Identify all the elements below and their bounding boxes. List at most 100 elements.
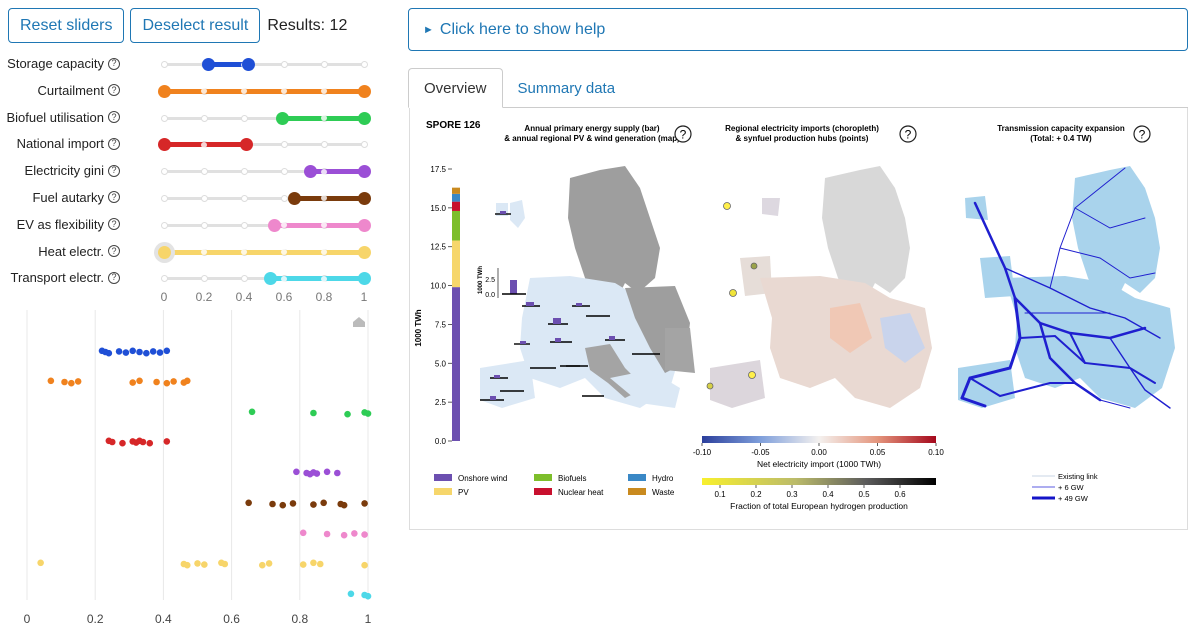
result-point[interactable] xyxy=(122,349,130,356)
panel1-help-icon[interactable]: ? xyxy=(674,125,692,143)
slider-max-handle[interactable] xyxy=(357,111,371,125)
result-point[interactable] xyxy=(299,529,307,537)
help-toggle[interactable]: ► Click here to show help xyxy=(408,8,1188,51)
result-point[interactable] xyxy=(320,499,327,507)
question-icon[interactable]: ? xyxy=(108,57,120,70)
result-point[interactable] xyxy=(293,468,300,476)
result-point[interactable] xyxy=(129,347,137,355)
slider-track[interactable] xyxy=(160,58,368,71)
question-icon[interactable]: ? xyxy=(108,164,120,177)
panel3-help-icon[interactable]: ? xyxy=(1133,125,1151,143)
result-point[interactable] xyxy=(299,561,307,568)
result-point[interactable] xyxy=(163,438,171,445)
result-point[interactable] xyxy=(221,560,229,568)
result-point[interactable] xyxy=(313,470,321,477)
panel2-help-icon[interactable]: ? xyxy=(899,125,917,143)
result-point[interactable] xyxy=(47,377,55,385)
result-point[interactable] xyxy=(183,377,191,385)
slider-track[interactable] xyxy=(157,245,371,259)
result-point[interactable] xyxy=(146,439,154,447)
result-point[interactable] xyxy=(344,410,351,418)
slider-min-handle[interactable] xyxy=(157,245,171,259)
result-point[interactable] xyxy=(129,379,137,386)
slider-track[interactable] xyxy=(160,272,371,286)
result-point[interactable] xyxy=(269,500,276,508)
result-point[interactable] xyxy=(74,378,82,385)
question-icon[interactable]: ? xyxy=(108,84,120,97)
result-point[interactable] xyxy=(323,468,331,476)
result-point[interactable] xyxy=(37,559,44,567)
slider-max-handle[interactable] xyxy=(357,218,371,232)
slider-min-handle[interactable] xyxy=(157,138,171,152)
result-point[interactable] xyxy=(201,561,208,568)
result-point[interactable] xyxy=(139,438,147,446)
slider-min-handle[interactable] xyxy=(303,165,317,179)
result-point[interactable] xyxy=(258,561,266,569)
slider-track[interactable] xyxy=(157,138,368,152)
slider-min-handle[interactable] xyxy=(275,111,289,125)
result-point[interactable] xyxy=(163,379,171,387)
result-point[interactable] xyxy=(361,561,368,569)
tab-overview[interactable]: Overview xyxy=(408,68,503,108)
result-point[interactable] xyxy=(361,531,368,538)
slider-max-handle[interactable] xyxy=(241,58,255,71)
slider-track[interactable] xyxy=(160,111,371,125)
result-point[interactable] xyxy=(183,561,191,569)
result-point[interactable] xyxy=(279,501,287,509)
slider-max-handle[interactable] xyxy=(357,272,371,286)
result-point[interactable] xyxy=(163,347,171,355)
result-point[interactable] xyxy=(310,559,317,567)
question-icon[interactable]: ? xyxy=(108,191,120,204)
slider-track[interactable] xyxy=(160,191,371,205)
result-point[interactable] xyxy=(136,348,143,356)
result-point[interactable] xyxy=(194,560,201,567)
result-point[interactable] xyxy=(265,560,273,567)
result-point[interactable] xyxy=(289,500,297,507)
result-point[interactable] xyxy=(153,378,160,386)
result-point[interactable] xyxy=(245,499,252,507)
question-icon[interactable]: ? xyxy=(108,218,120,231)
result-point[interactable] xyxy=(68,379,75,387)
result-point[interactable] xyxy=(108,438,116,446)
result-point[interactable] xyxy=(143,349,150,357)
result-point[interactable] xyxy=(340,531,348,539)
slider-min-handle[interactable] xyxy=(287,191,301,205)
result-point[interactable] xyxy=(347,590,355,598)
question-icon[interactable]: ? xyxy=(108,111,120,124)
result-point[interactable] xyxy=(334,469,341,477)
slider-max-handle[interactable] xyxy=(357,84,371,98)
slider-min-handle[interactable] xyxy=(267,218,281,232)
result-point[interactable] xyxy=(351,530,358,537)
result-point[interactable] xyxy=(115,348,123,355)
result-point[interactable] xyxy=(248,408,256,416)
question-icon[interactable]: ? xyxy=(108,271,120,284)
slider-min-handle[interactable] xyxy=(157,84,171,98)
deselect-result-button[interactable]: Deselect result xyxy=(130,8,261,43)
slider-min-handle[interactable] xyxy=(263,272,277,286)
result-point[interactable] xyxy=(136,377,143,385)
result-point[interactable] xyxy=(361,500,368,507)
result-point[interactable] xyxy=(156,349,164,356)
tab-summary-data[interactable]: Summary data xyxy=(517,79,616,97)
home-icon[interactable] xyxy=(353,317,365,327)
result-point[interactable] xyxy=(149,348,157,355)
result-point[interactable] xyxy=(119,439,126,447)
result-point[interactable] xyxy=(323,530,331,538)
slider-track[interactable] xyxy=(157,84,371,98)
result-point[interactable] xyxy=(316,560,324,568)
slider-max-handle[interactable] xyxy=(357,191,371,205)
result-point[interactable] xyxy=(310,501,317,508)
slider-max-handle[interactable] xyxy=(357,245,371,259)
slider-max-handle[interactable] xyxy=(357,165,371,179)
question-icon[interactable]: ? xyxy=(108,245,120,258)
results-strip-plot[interactable]: 0 0.2 0.4 0.6 0.8 1 xyxy=(0,310,390,632)
slider-track[interactable] xyxy=(160,165,371,179)
result-point[interactable] xyxy=(310,409,317,417)
question-icon[interactable]: ? xyxy=(108,137,120,150)
slider-track[interactable] xyxy=(160,218,371,232)
slider-max-handle[interactable] xyxy=(239,138,253,152)
slider-min-handle[interactable] xyxy=(201,58,215,71)
result-point[interactable] xyxy=(340,501,348,509)
result-point[interactable] xyxy=(61,378,68,386)
result-point[interactable] xyxy=(105,349,113,357)
